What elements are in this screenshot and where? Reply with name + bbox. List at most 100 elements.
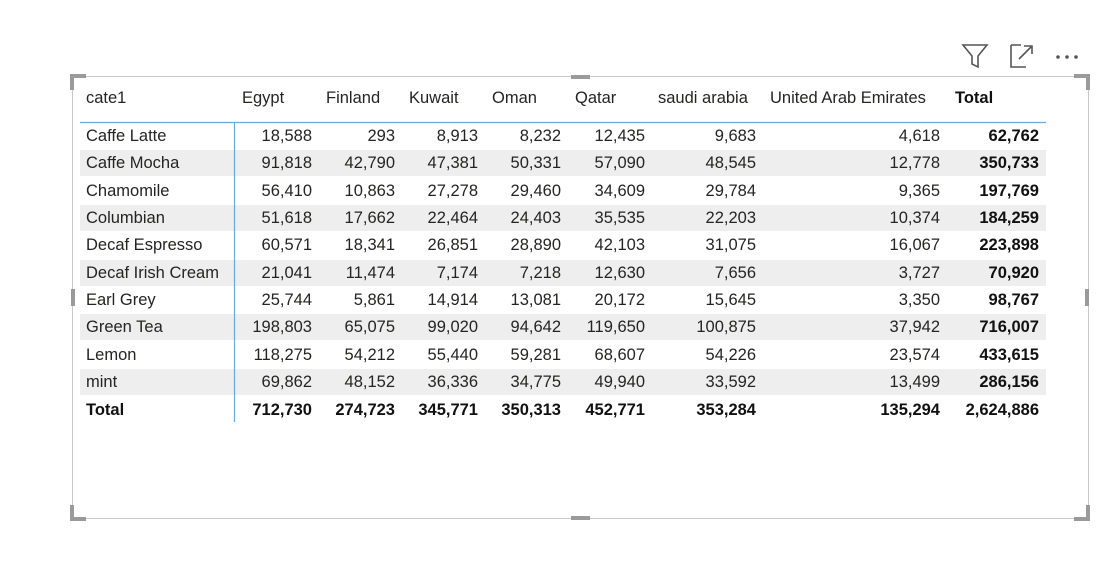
total-value: 345,771 (418, 400, 478, 419)
cell-value: 34,609 (594, 181, 645, 200)
column-header[interactable]: Qatar (575, 89, 617, 107)
cell-value: 37,942 (889, 318, 940, 337)
cell-value: 99,020 (427, 318, 478, 337)
cell-value: 12,630 (594, 263, 645, 282)
row-header: mint (86, 373, 118, 392)
cell-value: 34,775 (510, 373, 561, 392)
row-band (80, 369, 1046, 396)
cell-value: 31,075 (705, 236, 756, 255)
cell-value: 12,778 (889, 154, 940, 173)
cell-value: 28,890 (510, 236, 561, 255)
cell-value: 59,281 (510, 345, 561, 364)
cell-value: 56,410 (261, 181, 312, 200)
cell-value: 15,645 (705, 291, 756, 310)
cell-value: 91,818 (261, 154, 312, 173)
row-header: Caffe Latte (86, 127, 167, 145)
cell-value: 23,574 (889, 345, 940, 364)
row-header: Caffe Mocha (86, 154, 180, 173)
cell-value: 57,090 (594, 154, 645, 173)
cell-value: 27,278 (427, 181, 478, 200)
cell-value: 49,940 (594, 373, 645, 392)
cell-value: 5,861 (353, 291, 395, 310)
total-value: 350,313 (501, 400, 561, 419)
column-header[interactable]: saudi arabia (658, 89, 748, 107)
cell-value: 350,733 (979, 154, 1039, 173)
cell-value: 36,336 (427, 373, 478, 392)
resize-handles (70, 74, 1090, 521)
cell-value: 26,851 (427, 236, 478, 255)
cell-value: 13,499 (889, 373, 940, 392)
cell-value: 16,067 (889, 236, 940, 255)
row-header: Lemon (86, 345, 137, 364)
cell-value: 62,762 (988, 127, 1039, 145)
total-value: 135,294 (880, 400, 940, 419)
total-label: Total (86, 400, 125, 419)
cell-value: 47,381 (427, 154, 478, 173)
cell-value: 9,365 (898, 181, 940, 200)
cell-value: 4,618 (898, 127, 940, 145)
cell-value: 223,898 (979, 236, 1039, 255)
row-header: Green Tea (86, 318, 163, 337)
cell-value: 8,913 (436, 127, 478, 145)
column-header[interactable]: Egypt (242, 89, 285, 107)
cell-value: 3,350 (898, 291, 940, 310)
cell-value: 21,041 (261, 263, 312, 282)
column-header[interactable]: Total (955, 89, 994, 107)
cell-value: 68,607 (594, 345, 645, 364)
cell-value: 42,790 (344, 154, 395, 173)
cell-value: 69,862 (261, 373, 312, 392)
cell-value: 100,875 (696, 318, 756, 337)
cell-value: 197,769 (979, 181, 1039, 200)
cell-value: 10,374 (889, 209, 940, 228)
more-options-icon[interactable] (1056, 55, 1078, 59)
total-value: 353,284 (696, 400, 756, 419)
cell-value: 70,920 (988, 263, 1039, 282)
cell-value: 118,275 (253, 345, 312, 364)
cell-value: 7,218 (519, 263, 561, 282)
row-header: Decaf Espresso (86, 236, 203, 255)
row-band (80, 150, 1046, 177)
cell-value: 22,203 (705, 209, 756, 228)
cell-value: 54,212 (344, 345, 395, 364)
cell-value: 184,259 (979, 209, 1039, 228)
column-header[interactable]: Finland (326, 89, 381, 107)
column-header[interactable]: Oman (492, 89, 537, 107)
focus-mode-icon[interactable] (1010, 44, 1033, 68)
row-header: Chamomile (86, 181, 170, 200)
cell-value: 9,683 (714, 127, 756, 145)
cell-value: 48,152 (344, 373, 395, 392)
row-band (80, 314, 1046, 341)
cell-value: 119,650 (586, 318, 645, 337)
cell-value: 11,474 (345, 263, 395, 282)
cell-value: 13,081 (510, 291, 561, 310)
cell-value: 20,172 (594, 291, 645, 310)
total-value: 452,771 (585, 400, 645, 419)
cell-value: 18,588 (261, 127, 312, 145)
cell-value: 55,440 (427, 345, 478, 364)
cell-value: 17,662 (344, 209, 395, 228)
cell-value: 24,403 (510, 209, 561, 228)
row-band (80, 205, 1046, 232)
cell-value: 29,784 (705, 181, 756, 200)
total-value: 712,730 (252, 400, 312, 419)
total-value: 2,624,886 (965, 400, 1039, 419)
total-value: 274,723 (335, 400, 395, 419)
row-band (80, 259, 1046, 286)
column-header[interactable]: Kuwait (409, 89, 459, 107)
cell-value: 22,464 (427, 209, 478, 228)
column-header[interactable]: United Arab Emirates (770, 89, 926, 107)
cell-value: 33,592 (705, 373, 756, 392)
cell-value: 433,615 (979, 345, 1039, 364)
cell-value: 12,435 (594, 127, 645, 145)
cell-value: 35,535 (594, 209, 645, 228)
cell-value: 14,914 (427, 291, 478, 310)
cell-value: 51,618 (261, 209, 312, 228)
column-header[interactable]: cate1 (86, 89, 127, 107)
cell-value: 48,545 (705, 154, 756, 173)
cell-value: 50,331 (510, 154, 561, 173)
cell-value: 7,656 (714, 263, 756, 282)
filter-icon[interactable] (961, 44, 989, 69)
cell-value: 286,156 (979, 373, 1039, 392)
